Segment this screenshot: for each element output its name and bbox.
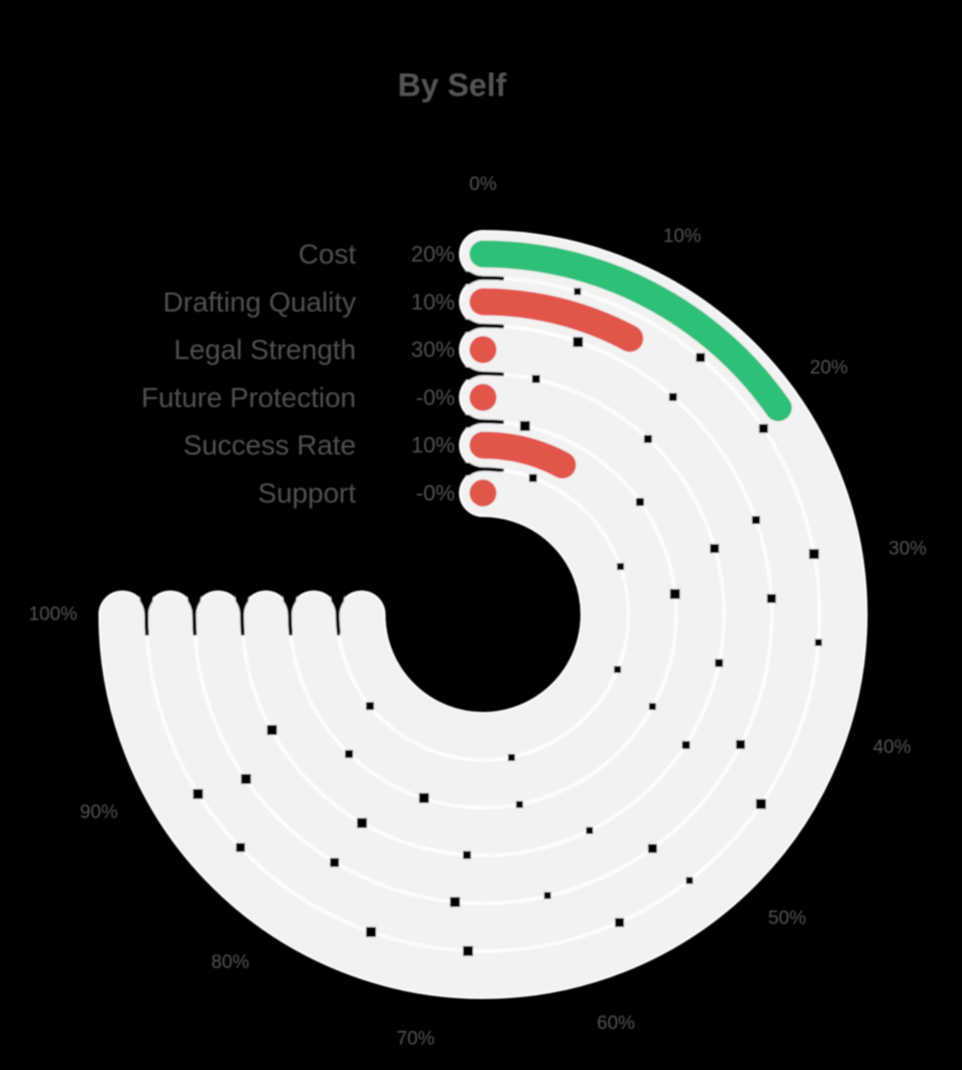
svg-text:-0%: -0% (416, 385, 455, 410)
svg-text:60%: 60% (597, 1013, 635, 1034)
svg-text:40%: 40% (873, 737, 911, 758)
svg-text:Drafting Quality: Drafting Quality (163, 286, 356, 317)
svg-text:0%: 0% (469, 174, 497, 195)
svg-text:10%: 10% (411, 289, 455, 314)
svg-text:90%: 90% (80, 802, 118, 823)
svg-text:By Self: By Self (398, 67, 507, 103)
svg-text:70%: 70% (397, 1029, 435, 1050)
svg-text:-0%: -0% (416, 481, 455, 506)
svg-text:Success Rate: Success Rate (183, 430, 356, 461)
svg-text:10%: 10% (663, 226, 701, 247)
svg-text:10%: 10% (411, 433, 455, 458)
svg-text:30%: 30% (411, 337, 455, 362)
svg-text:30%: 30% (889, 539, 927, 560)
svg-text:80%: 80% (211, 952, 249, 973)
svg-text:Support: Support (258, 478, 356, 509)
svg-text:Future Protection: Future Protection (141, 382, 356, 413)
svg-text:Legal Strength: Legal Strength (174, 334, 356, 365)
svg-text:20%: 20% (411, 242, 455, 267)
svg-text:Cost: Cost (298, 239, 356, 270)
svg-text:100%: 100% (29, 604, 78, 625)
svg-text:50%: 50% (768, 908, 806, 929)
svg-text:20%: 20% (810, 357, 848, 378)
